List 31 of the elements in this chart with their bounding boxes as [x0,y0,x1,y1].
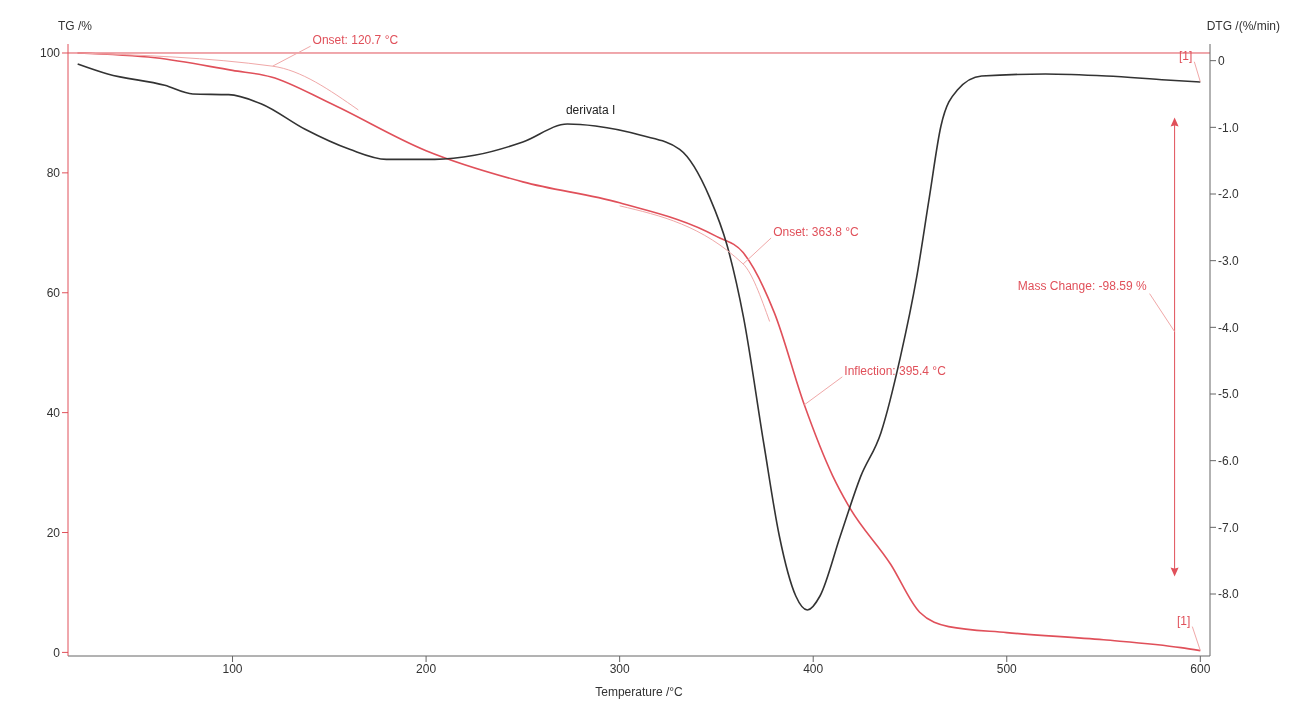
y2-tick-label: -3.0 [1218,253,1239,268]
annotation: Onset: 363.8 °C [773,224,859,239]
x-tick-label: 400 [803,661,824,676]
y2-tick-label: -1.0 [1218,120,1239,135]
y2-tick-label: -2.0 [1218,187,1239,202]
y-tick-label: 100 [39,46,61,61]
annotation: derivata I [565,103,616,118]
y2-tick-label: -4.0 [1218,320,1239,335]
x-tick-label: 600 [1190,661,1211,676]
annotation: Mass Change: -98.59 % [1017,278,1147,293]
annotation: [1] [1178,48,1193,63]
x-tick-label: 500 [996,661,1018,676]
y-tick-label: 0 [53,645,61,660]
y2-tick-label: 0 [1218,53,1225,68]
annotation: [1] [1176,613,1191,628]
x-tick-label: 200 [416,661,437,676]
x-tick-label: 100 [222,661,243,676]
y-tick-label: 20 [46,525,61,540]
y2-tick-label: -6.0 [1218,453,1239,468]
y2-tick-label: -5.0 [1218,387,1239,402]
annotation: Inflection: 395.4 °C [844,363,947,378]
y2-axis-title: DTG /(%/min) [1206,19,1280,33]
y-axis-title: TG /% [58,19,93,33]
y-tick-label: 80 [46,166,61,181]
y-tick-label: 40 [46,405,61,420]
y2-tick-label: -8.0 [1218,587,1239,602]
y2-tick-label: -7.0 [1218,520,1239,535]
annotation: Onset: 120.7 °C [312,33,399,48]
y-tick-label: 60 [46,286,61,301]
x-axis-title: Temperature /°C [595,685,684,699]
x-tick-label: 300 [609,661,630,676]
